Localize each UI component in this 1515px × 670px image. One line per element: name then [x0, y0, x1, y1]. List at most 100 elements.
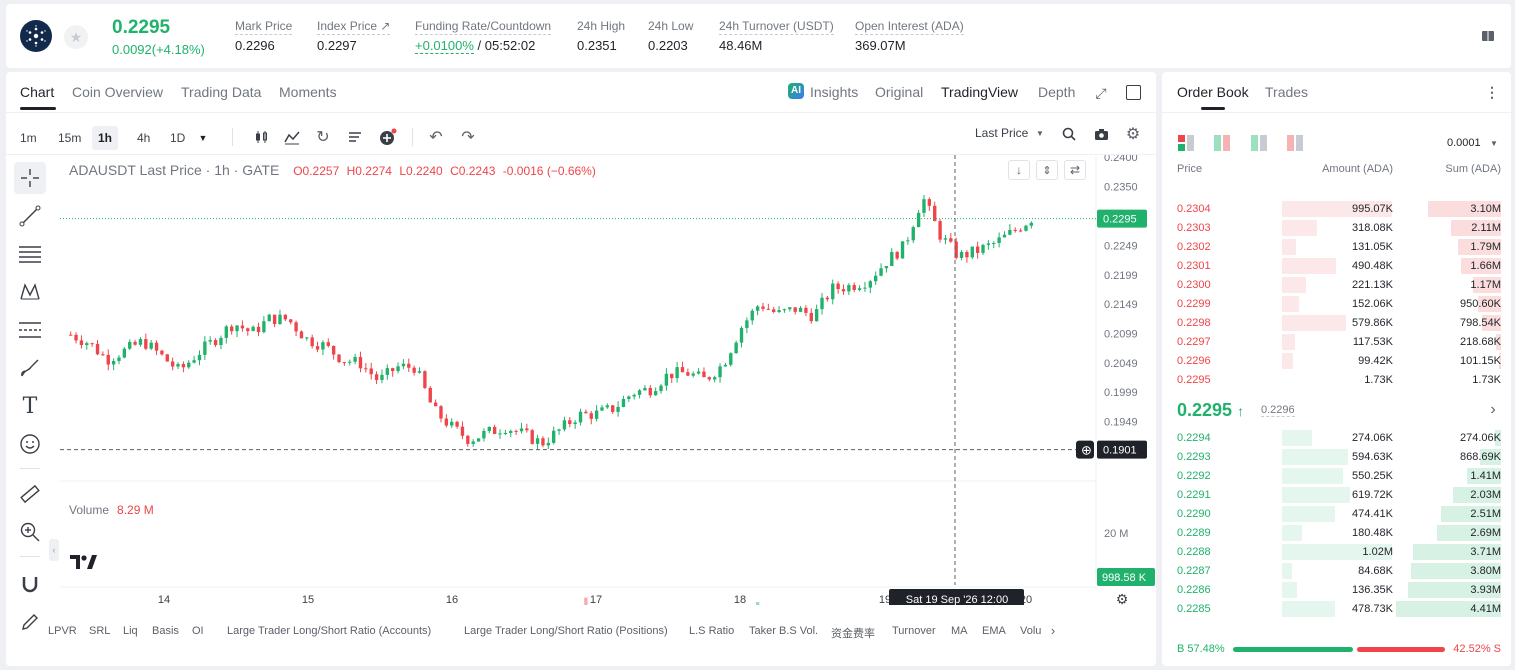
- timeframe-1d[interactable]: 1D: [170, 131, 186, 145]
- brush-tool-icon[interactable]: [14, 352, 46, 384]
- mid-price[interactable]: 0.2295 ↑: [1177, 400, 1245, 420]
- expand-icon[interactable]: ⤢: [1095, 84, 1107, 101]
- tab-coin-overview[interactable]: Coin Overview: [72, 84, 164, 100]
- pencil-lock-tool-icon[interactable]: [14, 606, 46, 638]
- trend-line-tool-icon[interactable]: [14, 200, 46, 232]
- indicator-turnover[interactable]: Turnover: [892, 625, 936, 637]
- swap-icon[interactable]: ⇄: [1064, 160, 1086, 180]
- timeframe-1m[interactable]: 1m: [20, 131, 37, 145]
- view-asks-icon[interactable]: [1287, 135, 1303, 154]
- view-both-icon[interactable]: [1178, 135, 1194, 154]
- tab-depth[interactable]: Depth: [1038, 84, 1076, 100]
- index-price-label[interactable]: Index Price ↗: [317, 19, 391, 35]
- search-icon[interactable]: [1059, 124, 1079, 144]
- bid-row[interactable]: 0.2288 1.02M 3.71M: [1162, 543, 1511, 562]
- camera-icon[interactable]: [1091, 124, 1111, 144]
- pattern-tool-icon[interactable]: [14, 276, 46, 308]
- view-bids-icon[interactable]: [1251, 135, 1267, 154]
- ask-row[interactable]: 0.2303 318.08K 2.11M: [1162, 219, 1511, 238]
- chevron-down-icon[interactable]: ▼: [1036, 128, 1044, 138]
- bid-row[interactable]: 0.2293 594.63K 868.69K: [1162, 448, 1511, 467]
- bid-row[interactable]: 0.2287 84.68K 3.80M: [1162, 562, 1511, 581]
- indicator-srl[interactable]: SRL: [89, 625, 111, 637]
- bid-row[interactable]: 0.2285 478.73K 4.41M: [1162, 600, 1511, 619]
- precision-select[interactable]: 0.0001: [1447, 137, 1481, 149]
- more-options-icon[interactable]: ⋮: [1485, 83, 1499, 100]
- ask-row[interactable]: 0.2299 152.06K 950.60K: [1162, 295, 1511, 314]
- bid-row[interactable]: 0.2286 136.35K 3.93M: [1162, 581, 1511, 600]
- candle-body: [900, 241, 905, 259]
- collapse-pane-icon[interactable]: ⇕: [1036, 160, 1058, 180]
- indicator-ls-ratio[interactable]: L.S Ratio: [689, 625, 735, 637]
- collapse-toolbar-icon[interactable]: ‹: [49, 539, 59, 561]
- ask-row[interactable]: 0.2296 99.42K 101.15K: [1162, 352, 1511, 371]
- bid-row[interactable]: 0.2290 474.41K 2.51M: [1162, 505, 1511, 524]
- tab-chart[interactable]: Chart: [20, 84, 55, 100]
- ask-row[interactable]: 0.2304 995.07K 3.10M: [1162, 200, 1511, 219]
- chevron-right-icon[interactable]: ›: [1050, 622, 1056, 638]
- ask-row[interactable]: 0.2297 117.53K 218.68K: [1162, 333, 1511, 352]
- chevron-right-icon[interactable]: ›: [1490, 401, 1496, 418]
- tab-insights[interactable]: Insights: [810, 84, 859, 100]
- gear-icon[interactable]: ⚙: [1125, 126, 1141, 143]
- bid-row[interactable]: 0.2291 619.72K 2.03M: [1162, 486, 1511, 505]
- indicators-icon[interactable]: [281, 126, 303, 148]
- favorite-star-icon[interactable]: ★: [64, 25, 88, 49]
- horizontal-lines-tool-icon[interactable]: [14, 238, 46, 270]
- bid-row[interactable]: 0.2294 274.06K 274.06K: [1162, 429, 1511, 448]
- redo-icon[interactable]: ↷: [461, 129, 475, 146]
- indicator-liq[interactable]: Liq: [123, 625, 138, 637]
- ask-row[interactable]: 0.2300 221.13K 1.17M: [1162, 276, 1511, 295]
- timeframe-4h[interactable]: 4h: [137, 131, 151, 145]
- funding-rate-value[interactable]: +0.0100%: [415, 38, 474, 54]
- indicator-lpvr[interactable]: LPVR: [48, 625, 77, 637]
- templates-icon[interactable]: [344, 126, 366, 148]
- ask-row[interactable]: 0.2295 1.73K 1.73K: [1162, 371, 1511, 390]
- text-tool-icon[interactable]: T: [22, 393, 38, 419]
- tab-order-book[interactable]: Order Book: [1177, 84, 1249, 100]
- indicator-basis[interactable]: Basis: [152, 625, 179, 637]
- bid-row[interactable]: 0.2292 550.25K 1.41M: [1162, 467, 1511, 486]
- chevron-down-icon[interactable]: ▼: [1490, 138, 1498, 148]
- fib-tool-icon[interactable]: [14, 314, 46, 346]
- indicator-large-trader-accounts[interactable]: Large Trader Long/Short Ratio (Accounts): [227, 625, 432, 637]
- ai-insights-icon[interactable]: AI: [788, 83, 804, 99]
- candle-body: [986, 243, 991, 245]
- indicator-large-trader-positions[interactable]: Large Trader Long/Short Ratio (Positions…: [464, 625, 668, 637]
- fullscreen-icon[interactable]: [1126, 85, 1141, 100]
- magnet-tool-icon[interactable]: [14, 568, 46, 600]
- indicator-oi[interactable]: OI: [192, 625, 204, 637]
- indicator-funding-rate[interactable]: 资金费率: [831, 628, 875, 640]
- tab-trades[interactable]: Trades: [1265, 84, 1309, 100]
- tab-original[interactable]: Original: [875, 84, 924, 100]
- indicator-ema[interactable]: EMA: [982, 625, 1006, 637]
- chevron-down-icon[interactable]: ▼: [198, 133, 208, 143]
- crosshair-tool-icon[interactable]: [14, 162, 46, 194]
- ask-row[interactable]: 0.2298 579.86K 798.54K: [1162, 314, 1511, 333]
- ask-row[interactable]: 0.2302 131.05K 1.79M: [1162, 238, 1511, 257]
- book-icon[interactable]: [1480, 28, 1496, 44]
- indicator-volume[interactable]: Volu: [1020, 625, 1042, 637]
- ask-row[interactable]: 0.2301 490.48K 1.66M: [1162, 257, 1511, 276]
- candle-type-icon[interactable]: [251, 126, 273, 148]
- tab-trading-data[interactable]: Trading Data: [181, 84, 262, 100]
- candle-body: [755, 306, 760, 311]
- indicator-taker-bs-vol[interactable]: Taker B.S Vol.: [749, 625, 819, 637]
- price-chart[interactable]: 0.2400 0.2350 0.2249 0.2199 0.2149 0.2099 0.20…: [60, 155, 1156, 605]
- add-indicator-icon[interactable]: [377, 126, 399, 148]
- undo-icon[interactable]: ↶: [429, 129, 443, 146]
- candle-body: [605, 405, 610, 408]
- indicator-ma[interactable]: MA: [951, 625, 968, 637]
- tab-moments[interactable]: Moments: [279, 84, 337, 100]
- replay-icon[interactable]: ↻: [316, 129, 330, 146]
- ruler-tool-icon[interactable]: [14, 478, 46, 510]
- tab-tradingview[interactable]: TradingView: [941, 84, 1019, 100]
- arrow-down-icon[interactable]: ↓: [1008, 160, 1030, 180]
- price-type-select[interactable]: Last Price: [975, 126, 1029, 140]
- bid-row[interactable]: 0.2289 180.48K 2.69M: [1162, 524, 1511, 543]
- view-split-icon[interactable]: [1214, 135, 1230, 154]
- emoji-tool-icon[interactable]: [14, 428, 46, 460]
- timeframe-15m[interactable]: 15m: [58, 131, 82, 145]
- zoom-in-tool-icon[interactable]: [14, 516, 46, 548]
- timeframe-1h[interactable]: 1h: [92, 126, 119, 150]
